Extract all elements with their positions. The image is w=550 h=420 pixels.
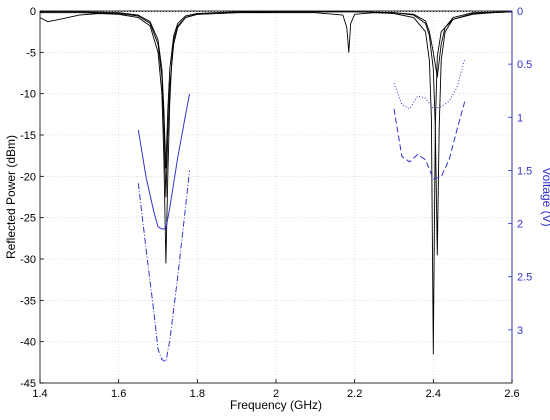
x-tick-label: 1.6 — [111, 388, 126, 400]
y-right-tick-label: 0 — [517, 6, 523, 18]
x-tick-label: 2.4 — [426, 388, 441, 400]
y-right-tick-label: 2.5 — [517, 272, 532, 284]
series-group — [39, 10, 513, 363]
y-left-tick-label: -10 — [20, 89, 36, 101]
x-tick-label: 2.6 — [504, 388, 519, 400]
y-left-tick-label: -45 — [20, 378, 36, 390]
y-left-tick-label: -25 — [20, 213, 36, 225]
y-right-tick-label: 3 — [517, 325, 523, 337]
y-left-tick-label: -15 — [20, 130, 36, 142]
voltage-series-6 — [393, 101, 466, 180]
y-right-tick-label: 2 — [517, 219, 523, 231]
x-tick-label: 2 — [273, 388, 279, 400]
axis-ticks: 1.4 1.6 1.8 2 2.2 2.4 2.6 0 -5 -10 -15 -20 -25 -30 -35… — [20, 6, 532, 400]
y-left-tick-label: -20 — [20, 171, 36, 183]
x-tick-label: 1.8 — [190, 388, 205, 400]
voltage-series-4 — [137, 93, 190, 230]
voltage-series-5 — [137, 170, 190, 363]
y-right-tick-label: 1.5 — [517, 165, 532, 177]
x-tick-label: 2.2 — [347, 388, 362, 400]
y-axis-right-title: Voltage (V) — [540, 167, 550, 226]
reflected-power-series-2 — [40, 11, 513, 169]
y-left-tick-label: 0 — [30, 6, 36, 18]
y-right-tick-label: 0.5 — [517, 59, 532, 71]
voltage-series-7 — [393, 58, 466, 110]
y-left-tick-label: -30 — [20, 254, 36, 266]
y-axis-left-title: Reflected Power (dBm) — [4, 135, 18, 259]
x-axis-title: Frequency (GHz) — [230, 398, 322, 412]
reflected-power-series-0 — [39, 11, 513, 355]
y-left-tick-label: -5 — [26, 47, 36, 59]
y-right-tick-label: 1 — [517, 112, 523, 124]
x-tick-label: 1.4 — [32, 388, 47, 400]
y-left-tick-label: -40 — [20, 337, 36, 349]
y-left-tick-label: -35 — [20, 295, 36, 307]
